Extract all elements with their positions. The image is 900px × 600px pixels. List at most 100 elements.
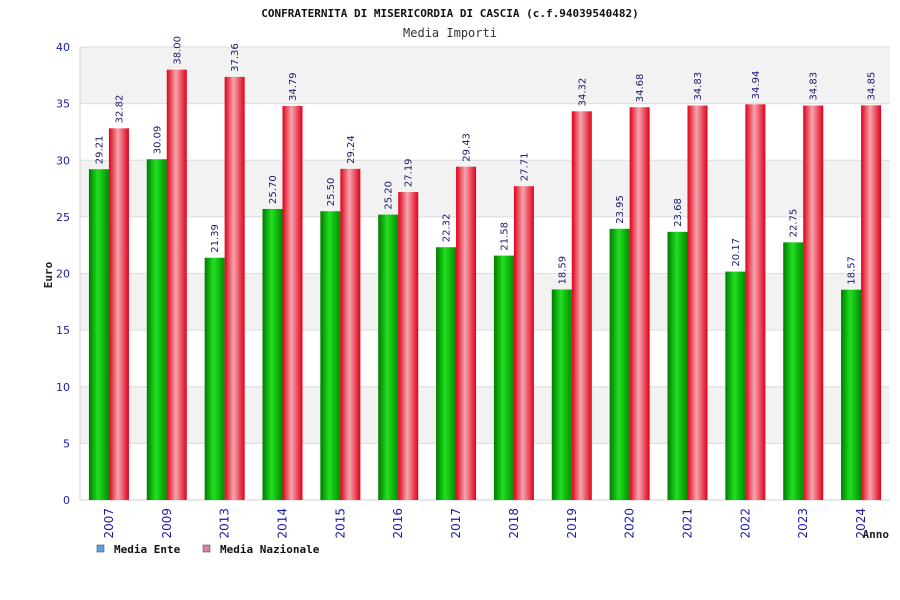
y-tick-label: 0 — [63, 494, 70, 507]
value-label: 34.83 — [693, 72, 704, 101]
value-label: 20.17 — [731, 238, 742, 267]
bar-media-nazionale-2017 — [456, 166, 477, 500]
bar-media-nazionale-2023 — [803, 105, 824, 501]
bar-media-nazionale-2009 — [166, 69, 187, 501]
bar-media-ente-2019 — [551, 289, 572, 500]
chart-title: CONFRATERNITA DI MISERICORDIA DI CASCIA … — [261, 7, 639, 20]
value-label: 27.71 — [519, 153, 530, 182]
grid-band — [80, 386, 890, 444]
x-tick-label: 2021 — [681, 508, 695, 539]
grid-band — [80, 160, 890, 217]
value-label: 38.00 — [172, 36, 183, 65]
legend-label: Media Ente — [114, 543, 181, 556]
y-tick-label: 10 — [56, 381, 70, 394]
bar-media-nazionale-2015 — [340, 168, 361, 500]
value-label: 22.32 — [442, 214, 453, 243]
x-tick-label: 2018 — [507, 508, 521, 539]
x-tick-label: 2009 — [160, 508, 174, 539]
x-tick-label: 2024 — [854, 508, 868, 539]
value-label: 21.39 — [210, 224, 221, 253]
bar-media-nazionale-2007 — [108, 128, 129, 500]
x-tick-label: 2013 — [218, 508, 232, 539]
value-label: 34.68 — [635, 74, 646, 103]
bar-media-ente-2022 — [725, 271, 746, 500]
legend-label: Media Nazionale — [220, 543, 320, 556]
bar-media-ente-2007 — [88, 169, 109, 500]
chart-subtitle: Media Importi — [403, 26, 497, 40]
y-tick-label: 30 — [56, 154, 70, 167]
bar-media-ente-2017 — [436, 247, 457, 500]
grid-band — [80, 273, 890, 331]
bar-media-ente-2018 — [493, 255, 514, 500]
bar-media-ente-2009 — [146, 159, 167, 500]
bar-media-nazionale-2022 — [745, 104, 766, 500]
x-tick-label: 2023 — [796, 508, 810, 539]
x-axis-ticks: 2007 2009 2013 2014 2015 2016 2017 2018 2019 2020… — [102, 508, 868, 539]
value-label: 25.50 — [326, 178, 337, 207]
bar-media-nazionale-2020 — [629, 107, 650, 501]
value-label: 23.95 — [615, 195, 626, 224]
y-tick-label: 5 — [63, 437, 70, 450]
grid-band — [80, 47, 890, 104]
bar-media-nazionale-2016 — [398, 192, 419, 501]
bar-media-nazionale-2024 — [861, 105, 882, 500]
value-label: 25.20 — [384, 181, 395, 210]
grid-band — [80, 443, 890, 500]
y-tick-label: 25 — [56, 211, 70, 224]
x-axis-label: Anno — [863, 528, 890, 541]
value-label: 29.21 — [94, 136, 105, 165]
legend-swatch — [96, 544, 105, 553]
bar-media-ente-2015 — [320, 211, 341, 500]
y-tick-label: 35 — [56, 98, 70, 111]
bar-media-ente-2021 — [667, 231, 688, 500]
x-tick-label: 2017 — [449, 508, 463, 539]
x-tick-label: 2014 — [276, 508, 290, 539]
y-tick-label: 40 — [56, 41, 70, 54]
bar-media-ente-2016 — [378, 214, 399, 501]
value-labels: 29.21 32.82 30.09 38.00 21.39 37.36 25.70 34.79… — [94, 36, 877, 285]
legend-swatch — [202, 544, 211, 553]
value-label: 34.94 — [751, 71, 762, 100]
x-tick-label: 2020 — [623, 508, 637, 539]
x-tick-label: 2016 — [391, 508, 405, 539]
bar-media-nazionale-2021 — [687, 105, 708, 501]
x-tick-label: 2019 — [565, 508, 579, 539]
value-label: 34.79 — [288, 72, 299, 101]
legend: Media Ente Media Nazionale — [96, 543, 320, 556]
value-label: 22.75 — [789, 209, 800, 238]
grid-band — [80, 330, 890, 387]
value-label: 25.70 — [268, 175, 279, 204]
x-tick-label: 2015 — [333, 508, 347, 539]
value-label: 30.09 — [152, 126, 163, 155]
value-label: 18.59 — [557, 256, 568, 285]
bar-media-ente-2023 — [783, 242, 804, 500]
bars — [88, 69, 882, 501]
value-label: 34.32 — [577, 78, 588, 107]
y-tick-label: 15 — [56, 324, 70, 337]
value-label: 18.57 — [847, 256, 858, 285]
value-label: 21.58 — [499, 222, 510, 251]
x-tick-label: 2007 — [102, 508, 116, 539]
x-tick-label: 2022 — [738, 508, 752, 539]
grid-band — [80, 216, 890, 274]
value-label: 23.68 — [673, 198, 684, 227]
bar-media-ente-2013 — [204, 257, 225, 500]
bar-media-nazionale-2019 — [571, 111, 592, 501]
value-label: 34.85 — [867, 72, 878, 101]
value-label: 27.19 — [404, 158, 415, 187]
bar-media-ente-2024 — [841, 289, 862, 500]
value-label: 29.24 — [346, 135, 357, 164]
bar-media-nazionale-2018 — [513, 186, 534, 500]
bar-media-nazionale-2014 — [282, 106, 303, 501]
value-label: 32.82 — [114, 95, 125, 124]
value-label: 37.36 — [230, 43, 241, 72]
bar-media-ente-2020 — [609, 228, 630, 501]
y-axis-ticks: 0 5 10 15 20 25 30 35 40 — [56, 41, 70, 507]
value-label: 34.83 — [809, 72, 820, 101]
bar-media-nazionale-2013 — [224, 76, 245, 500]
y-tick-label: 20 — [56, 268, 70, 281]
grid-band — [80, 103, 890, 161]
y-axis-label: Euro — [42, 261, 55, 288]
value-label: 29.43 — [462, 133, 473, 162]
